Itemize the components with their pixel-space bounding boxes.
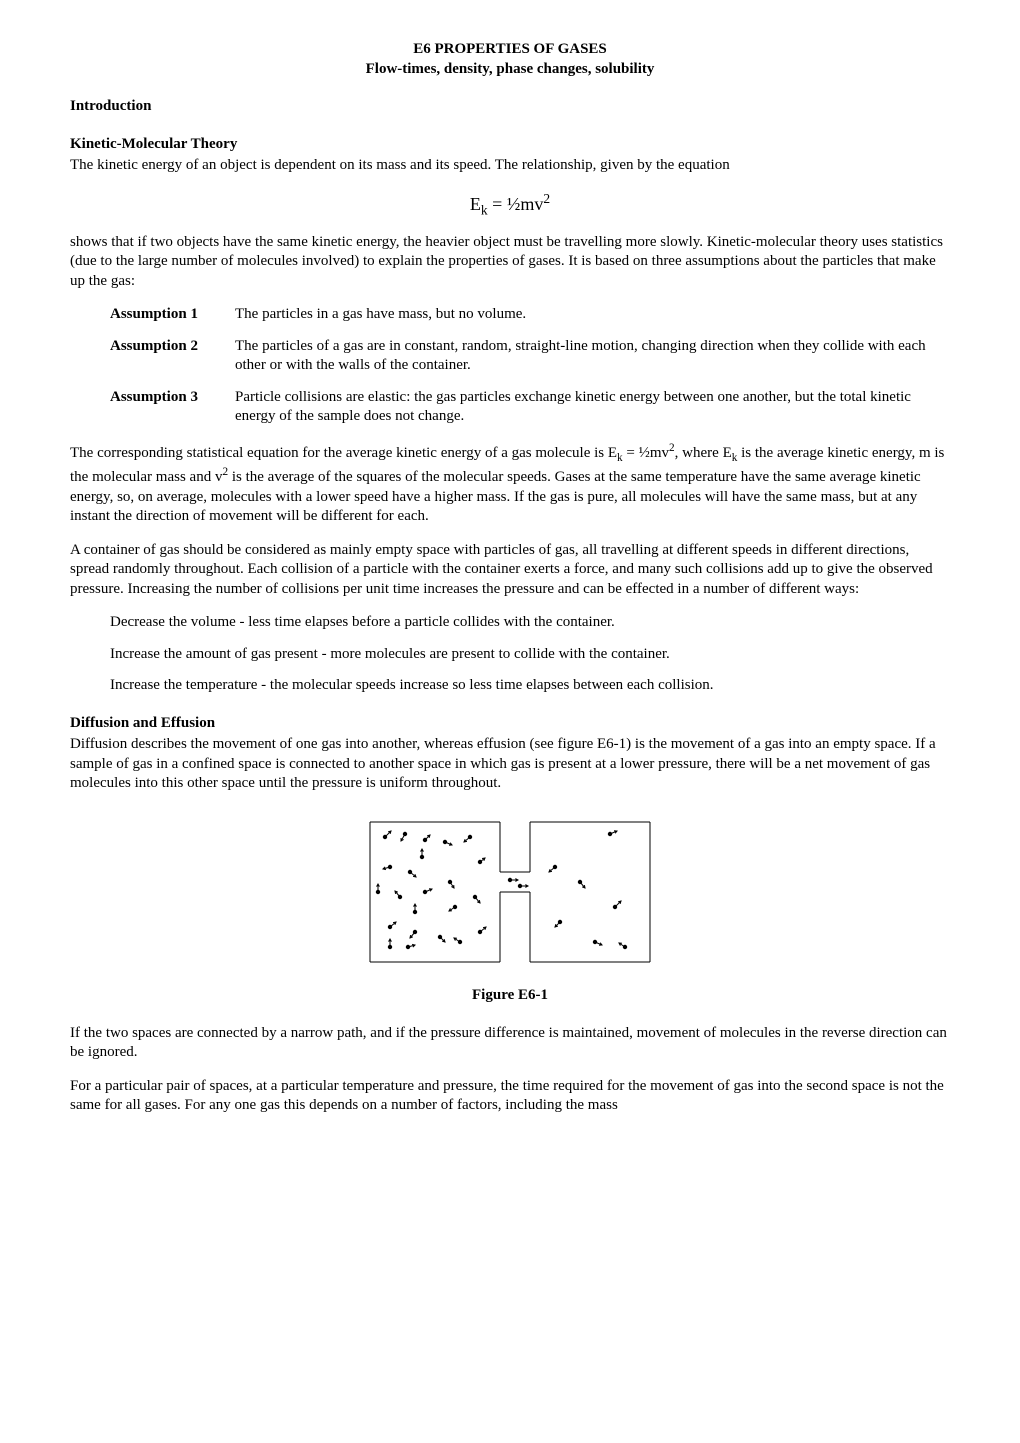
assumption-label: Assumption 3 <box>110 388 235 427</box>
figure-e6-1: Figure E6-1 <box>70 812 950 1006</box>
narrow-path-paragraph: If the two spaces are connected by a nar… <box>70 1024 950 1063</box>
heading-kmt: Kinetic-Molecular Theory <box>70 135 950 155</box>
kmt-intro-paragraph: The kinetic energy of an object is depen… <box>70 156 950 176</box>
pair-spaces-paragraph: For a particular pair of spaces, at a pa… <box>70 1077 950 1116</box>
assumption-text: Particle collisions are elastic: the gas… <box>235 388 950 427</box>
effusion-diagram <box>360 812 660 972</box>
kinetic-energy-equation: Ek = ½mv2 <box>70 190 950 219</box>
assumption-text: The particles of a gas are in constant, … <box>235 337 950 376</box>
assumption-label: Assumption 2 <box>110 337 235 376</box>
list-item: Increase the temperature - the molecular… <box>110 676 950 696</box>
assumption-row: Assumption 3 Particle collisions are ela… <box>110 388 950 427</box>
stats-paragraph: The corresponding statistical equation f… <box>70 441 950 527</box>
equation-body: = ½mv <box>488 194 544 214</box>
assumptions-list: Assumption 1 The particles in a gas have… <box>110 305 950 427</box>
heading-introduction: Introduction <box>70 97 950 117</box>
assumption-label: Assumption 1 <box>110 305 235 325</box>
equation-k-sub: k <box>481 202 488 217</box>
assumption-row: Assumption 2 The particles of a gas are … <box>110 337 950 376</box>
container-paragraph: A container of gas should be considered … <box>70 541 950 600</box>
list-item: Decrease the volume - less time elapses … <box>110 613 950 633</box>
diffusion-paragraph: Diffusion describes the movement of one … <box>70 735 950 794</box>
list-item: Increase the amount of gas present - mor… <box>110 645 950 665</box>
heading-diffusion: Diffusion and Effusion <box>70 714 950 734</box>
kmt-follow-paragraph: shows that if two objects have the same … <box>70 233 950 292</box>
pressure-effects-list: Decrease the volume - less time elapses … <box>110 613 950 696</box>
assumption-row: Assumption 1 The particles in a gas have… <box>110 305 950 325</box>
document-title: E6 PROPERTIES OF GASES Flow-times, densi… <box>70 40 950 79</box>
title-line-2: Flow-times, density, phase changes, solu… <box>70 60 950 80</box>
figure-caption: Figure E6-1 <box>70 986 950 1006</box>
assumption-text: The particles in a gas have mass, but no… <box>235 305 950 325</box>
equation-e: E <box>470 194 481 214</box>
title-line-1: E6 PROPERTIES OF GASES <box>70 40 950 60</box>
equation-sq: 2 <box>543 191 550 206</box>
